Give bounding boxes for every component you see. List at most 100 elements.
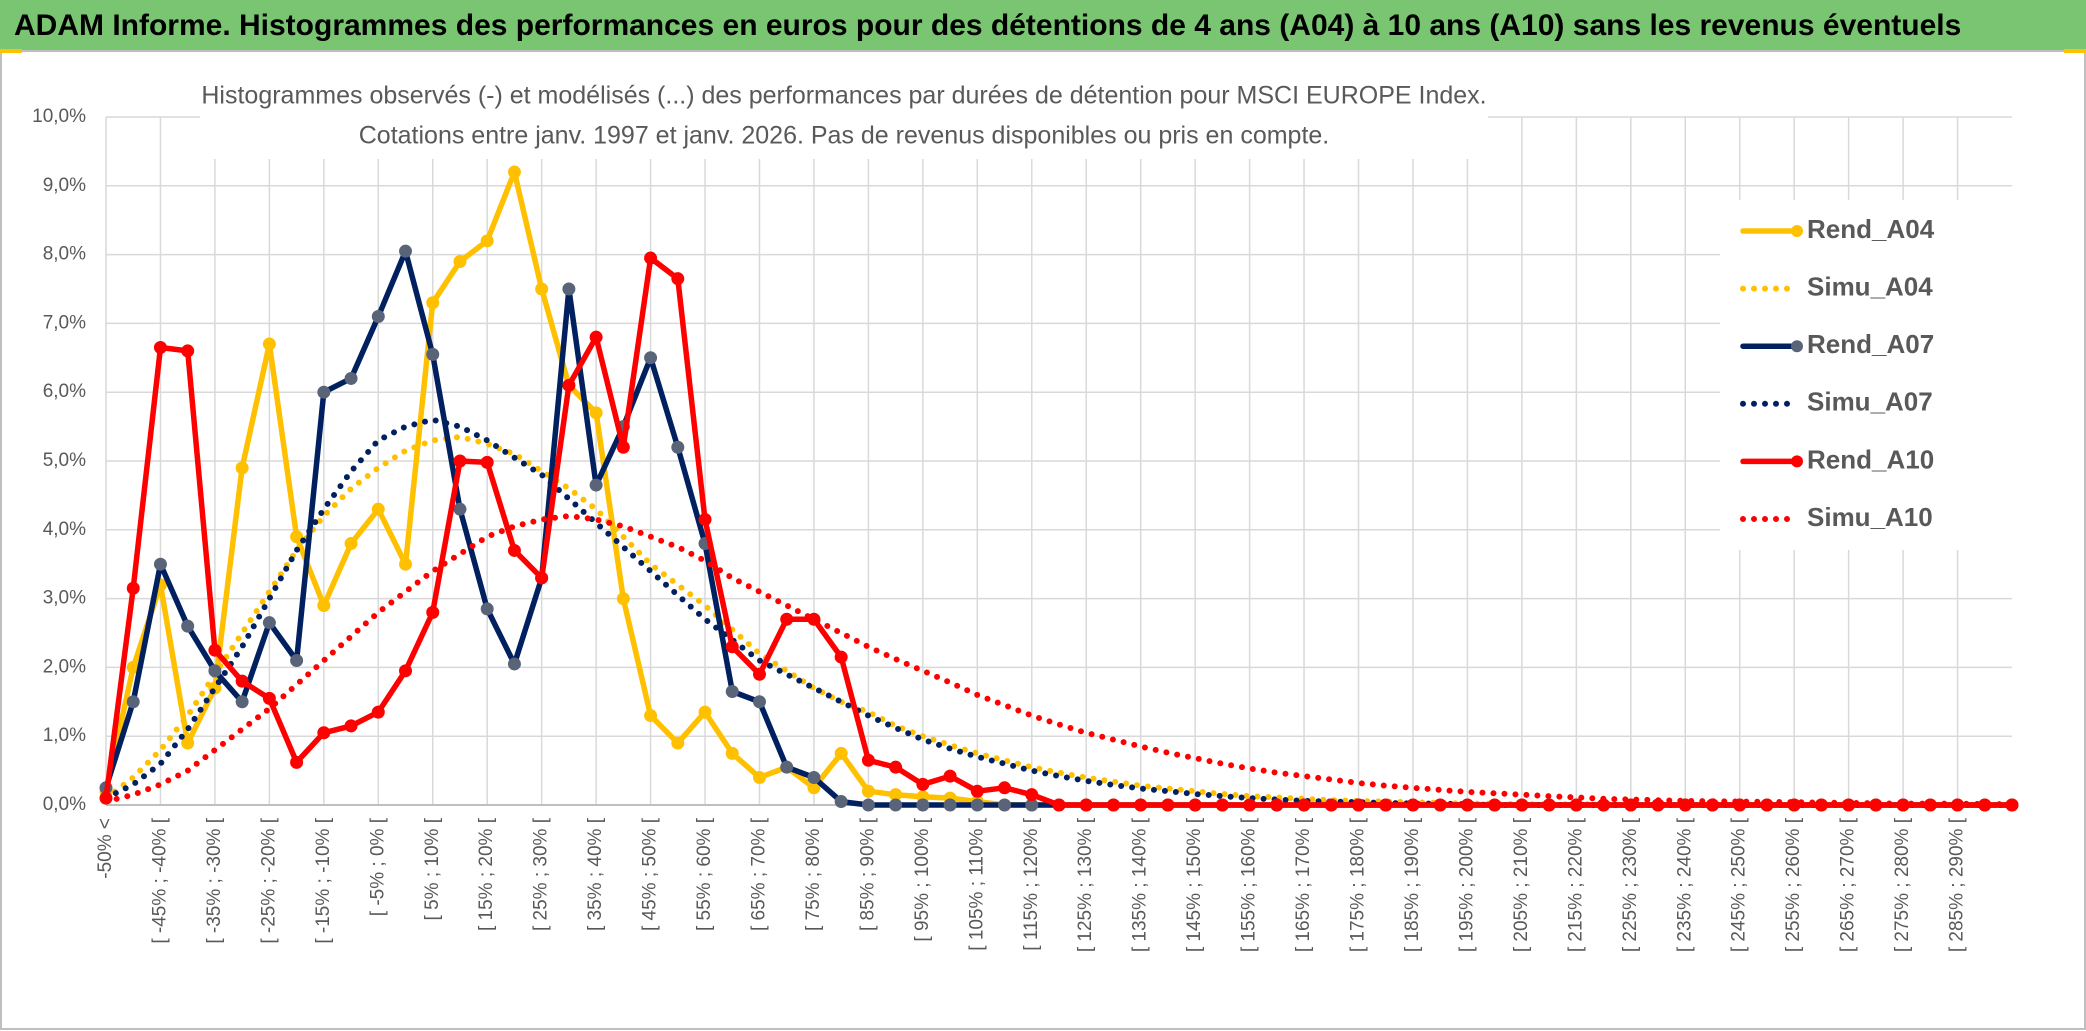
point: [344, 719, 358, 733]
y-tick-label: 4,0%: [43, 519, 86, 540]
title-bar: [0, 0, 2086, 50]
x-tick-label: [ -5% ; 0% [: [367, 817, 388, 916]
point: [290, 755, 304, 769]
point: [861, 784, 875, 798]
point: [671, 272, 685, 286]
point: [807, 770, 821, 784]
series-line: [103, 513, 2015, 808]
point: [399, 664, 413, 678]
point: [671, 440, 685, 454]
point: [780, 612, 794, 626]
x-tick-label: [ 145% ; 150% [: [1184, 817, 1205, 952]
x-tick-label: [ 205% ; 210% [: [1511, 817, 1532, 952]
point: [1079, 798, 1093, 812]
x-tick-label: [ -15% ; -10% [: [313, 817, 334, 943]
legend-label: Simu_A10: [1807, 502, 1933, 532]
point: [861, 753, 875, 767]
point: [998, 798, 1012, 812]
point: [371, 502, 385, 516]
point: [507, 657, 521, 671]
point: [1569, 798, 1583, 812]
point: [126, 695, 140, 709]
x-tick-label: [ 55% ; 60% [: [694, 817, 715, 931]
point: [943, 798, 957, 812]
subtitle-box: [200, 77, 1488, 159]
chart-title: ADAM Informe. Histogrammes des performan…: [14, 9, 1961, 42]
x-tick-label: [ 245% ; 250% [: [1729, 817, 1750, 952]
x-tick-label: [ 85% ; 90% [: [857, 817, 878, 931]
corner: [0, 49, 22, 53]
point: [181, 736, 195, 750]
point: [480, 602, 494, 616]
legend-label: Simu_A04: [1807, 271, 1933, 301]
point: [589, 406, 603, 420]
x-tick-label: [ 175% ; 180% [: [1348, 817, 1369, 952]
point: [153, 557, 167, 571]
point: [1488, 798, 1502, 812]
x-tick-label: [ 65% ; 70% [: [749, 817, 770, 931]
point: [616, 592, 630, 606]
point: [861, 798, 875, 812]
point: [426, 605, 440, 619]
point: [1297, 798, 1311, 812]
x-tick-label: -50% <: [95, 818, 116, 879]
y-tick-label: 1,0%: [43, 725, 86, 746]
y-tick-label: 2,0%: [43, 656, 86, 677]
point: [589, 330, 603, 344]
subtitle: Histogrammes observés (-) et modélisés (…: [201, 82, 1486, 110]
point: [698, 705, 712, 719]
y-tick-label: 3,0%: [43, 588, 86, 609]
subtitle: Cotations entre janv. 1997 et janv. 2026…: [359, 122, 1330, 150]
point: [780, 760, 794, 774]
y-tick-label: 10,0%: [32, 106, 86, 127]
point: [371, 310, 385, 324]
x-tick-label: [ -25% ; -20% [: [258, 817, 279, 943]
legend-label: Rend_A07: [1807, 329, 1934, 359]
point: [752, 695, 766, 709]
x-tick-label: [ 215% ; 220% [: [1565, 817, 1586, 952]
point: [181, 344, 195, 358]
point: [317, 385, 331, 399]
x-tick-label: [ 265% ; 270% [: [1838, 817, 1859, 952]
point: [943, 769, 957, 783]
legend-label: Rend_A10: [1807, 444, 1934, 474]
x-tick-label: [ 105% ; 110% [: [966, 817, 987, 950]
point: [426, 347, 440, 361]
point: [1406, 798, 1420, 812]
point: [235, 695, 249, 709]
point: [344, 371, 358, 385]
x-tick-label: [ 275% ; 280% [: [1892, 817, 1913, 952]
point: [1515, 798, 1529, 812]
point: [1188, 798, 1202, 812]
x-tick-label: [ 225% ; 230% [: [1620, 817, 1641, 952]
x-tick-label: [ 255% ; 260% [: [1783, 817, 1804, 952]
point: [453, 502, 467, 516]
point: [970, 798, 984, 812]
x-tick-label: [ 45% ; 50% [: [640, 817, 661, 931]
point: [262, 691, 276, 705]
point: [1215, 798, 1229, 812]
point: [616, 440, 630, 454]
point: [535, 571, 549, 585]
point: [1243, 798, 1257, 812]
point: [725, 746, 739, 760]
x-tick-label: [ 195% ; 200% [: [1456, 817, 1477, 952]
legend-marker: [1791, 340, 1803, 353]
point: [589, 478, 603, 492]
point: [834, 795, 848, 809]
point: [235, 461, 249, 475]
point: [998, 781, 1012, 795]
point: [1161, 798, 1175, 812]
point: [507, 543, 521, 557]
x-tick-label: [ 155% ; 160% [: [1239, 817, 1260, 952]
point: [1134, 798, 1148, 812]
point: [1025, 788, 1039, 802]
point: [644, 251, 658, 265]
point: [480, 234, 494, 248]
x-tick-label: [ 25% ; 30% [: [531, 817, 552, 931]
legend-label: Rend_A04: [1807, 214, 1935, 244]
point: [317, 726, 331, 740]
point: [698, 512, 712, 526]
point: [725, 640, 739, 654]
point: [970, 784, 984, 798]
